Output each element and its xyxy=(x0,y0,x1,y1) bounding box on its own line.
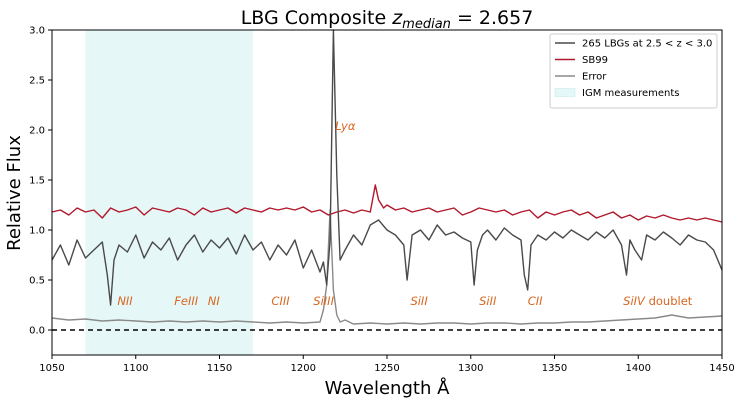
x-tick-label: 1150 xyxy=(207,363,232,374)
annotation-7: SiII xyxy=(479,294,497,308)
title-main: LBG Composite xyxy=(241,7,393,29)
y-tick-label: 0.0 xyxy=(29,326,45,337)
annotation-4: SiIII xyxy=(313,294,334,308)
x-tick-label: 1300 xyxy=(458,363,483,374)
annotation-suffix: doublet xyxy=(645,294,693,308)
x-tick-label: 1450 xyxy=(709,363,734,374)
annotation-label: SiII xyxy=(479,294,497,308)
annotation-2: NI xyxy=(208,294,221,308)
annotation-3: CIII xyxy=(271,294,290,308)
annotation-label: NI xyxy=(208,294,221,308)
y-tick-label: 1.5 xyxy=(29,176,45,187)
legend-label: SB99 xyxy=(582,55,608,66)
y-tick-label: 0.5 xyxy=(29,276,45,287)
legend-label: Error xyxy=(582,72,607,83)
series-line-0 xyxy=(51,29,723,306)
annotation-8: CII xyxy=(528,294,543,308)
annotation-label: SiIV xyxy=(623,294,646,308)
x-tick-label: 1100 xyxy=(123,363,148,374)
y-tick-label: 2.0 xyxy=(29,126,45,137)
x-tick-label: 1200 xyxy=(291,363,316,374)
annotation-9: SiIV doublet xyxy=(623,294,693,308)
x-axis-label: Wavelength Å xyxy=(325,377,451,399)
y-tick-label: 2.5 xyxy=(29,76,45,87)
annotation-label: SiII xyxy=(410,294,428,308)
annotation-label: Lyα xyxy=(335,119,356,133)
annotation-0: NII xyxy=(117,294,133,308)
x-tick-label: 1400 xyxy=(626,363,651,374)
annotation-layer: NII FeIII NI CIII SiIII Lyα SiII SiII CII SiIV do… xyxy=(117,119,692,308)
series-line-1 xyxy=(51,184,723,223)
legend: 265 LBGs at 2.5 < z < 3.0 SB99 Error IGM me… xyxy=(549,33,718,109)
x-tick-label: 1050 xyxy=(39,363,64,374)
title-variable: z xyxy=(391,7,403,29)
shade-layer xyxy=(85,30,253,355)
title-value: = 2.657 xyxy=(451,7,533,29)
y-axis-label: Relative Flux xyxy=(4,135,25,251)
y-tick-label: 1.0 xyxy=(29,226,45,237)
annotation-5: Lyα xyxy=(335,119,356,133)
y-tick-label: 3.0 xyxy=(29,26,45,37)
x-tick-label: 1350 xyxy=(542,363,567,374)
legend-swatch xyxy=(554,88,576,97)
legend-label: IGM measurements xyxy=(582,88,679,99)
series-layer xyxy=(51,29,723,331)
annotation-label: SiIII xyxy=(313,294,334,308)
igm-shaded-region xyxy=(85,30,253,355)
x-tick-label: 1250 xyxy=(374,363,399,374)
y-axis-ticks: 0.0 0.5 1.0 1.5 2.0 2.5 3.0 xyxy=(29,26,52,337)
series-line-2 xyxy=(51,209,723,325)
legend-label: 265 LBGs at 2.5 < z < 3.0 xyxy=(582,39,712,50)
annotation-label: CIII xyxy=(271,294,290,308)
title-subscript: median xyxy=(402,17,451,32)
annotation-6: SiII xyxy=(410,294,428,308)
legend-box xyxy=(549,33,718,109)
annotation-1: FeIII xyxy=(174,294,198,308)
x-axis-ticks: 1050 1100 1150 1200 1250 1300 1350 1400 1450 xyxy=(39,355,735,374)
annotation-label: FeIII xyxy=(174,294,198,308)
annotation-label: CII xyxy=(528,294,543,308)
chart-title: LBG Composite zmedian = 2.657 xyxy=(241,7,534,32)
annotation-label: NII xyxy=(117,294,133,308)
